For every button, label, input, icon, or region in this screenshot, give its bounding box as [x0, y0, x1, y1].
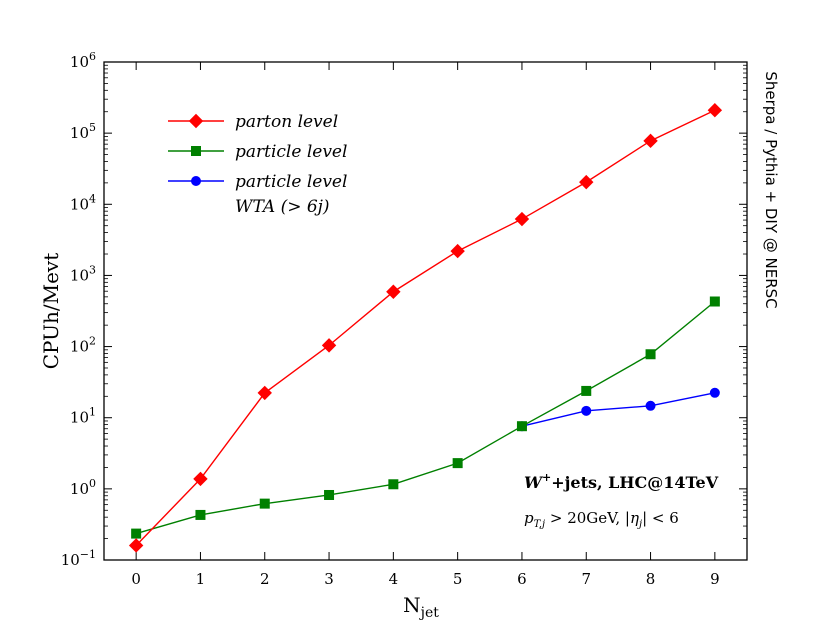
data-point-particle-level — [131, 528, 142, 539]
y-tick-label: 101 — [70, 406, 96, 427]
legend-entry-parton-level: parton level — [168, 112, 338, 132]
data-point-particle-level — [195, 509, 206, 520]
y-tick-label: 106 — [70, 50, 96, 71]
data-point-parton-level — [707, 103, 723, 118]
series-line-particle-level-wta — [521, 392, 715, 427]
x-axis-label-main: N — [403, 593, 421, 617]
x-tick-label: 7 — [581, 570, 591, 588]
axis-ticks: 0 1 2 3 4 5 6 7 8 9 10−1 100 101 102 103 104 105 106 — [61, 50, 747, 588]
data-point-particle-level — [452, 458, 463, 469]
data-point-particle-level — [581, 385, 592, 396]
cuts-sub1: T,j — [534, 519, 545, 530]
x-axis-label: Njet — [403, 593, 439, 621]
data-point-parton-level — [643, 133, 658, 149]
legend-marker — [191, 146, 201, 156]
legend-label: particle level — [235, 172, 347, 192]
y-tick-label: 102 — [70, 335, 96, 356]
cuts-mid: > 20GeV, | — [545, 509, 630, 527]
data-point-particle-level — [709, 296, 720, 307]
x-axis-label-sub: jet — [419, 605, 440, 621]
y-axis-label: CPUh/Mevt — [39, 253, 63, 370]
data-point-particle-level-wta — [709, 387, 720, 398]
x-tick-label: 6 — [517, 570, 527, 588]
y-tick-label: 10−1 — [61, 548, 96, 569]
series-parton-level — [128, 103, 723, 553]
legend-entry-particle-level-wta: particle level WTA (> 6j) — [168, 172, 347, 217]
x-tick-label: 1 — [196, 570, 206, 588]
x-tick-label: 5 — [453, 570, 463, 588]
annotation-title-w: W — [524, 473, 544, 492]
data-point-particle-level — [324, 489, 335, 500]
series-particle-level — [131, 296, 720, 539]
data-point-particle-level-wta — [645, 400, 656, 411]
legend-label-line2: WTA (> 6j) — [235, 197, 330, 217]
x-tick-label: 8 — [646, 570, 656, 588]
x-tick-label: 3 — [324, 570, 334, 588]
data-point-parton-level — [257, 385, 272, 401]
legend-marker — [191, 176, 201, 186]
legend-entry-particle-level: particle level — [168, 142, 347, 162]
series-line-particle-level — [135, 300, 716, 535]
data-point-parton-level — [321, 338, 337, 353]
annotation-cuts: pT,j > 20GeV, |ηj| < 6 — [524, 509, 679, 530]
plot-area — [103, 61, 748, 561]
legend-marker — [188, 113, 204, 129]
right-side-label: Sherpa / Pythia + DIY @ NERSC — [762, 71, 780, 308]
y-tick-label: 104 — [70, 192, 96, 213]
data-point-parton-level — [193, 471, 208, 487]
data-point-parton-level — [450, 243, 465, 259]
data-point-particle-level — [516, 421, 527, 432]
series-line-parton-level — [135, 109, 716, 546]
data-point-parton-level — [386, 284, 401, 299]
data-point-parton-level — [514, 211, 530, 227]
legend-label: parton level — [235, 112, 338, 132]
series-layer — [128, 103, 723, 553]
annotation-title-sup: + — [542, 471, 551, 484]
y-tick-label: 103 — [70, 263, 96, 284]
x-tick-label: 9 — [710, 570, 720, 588]
y-tick-label: 105 — [70, 121, 96, 142]
data-point-particle-level-wta — [581, 405, 592, 416]
legend-label: particle level — [235, 142, 347, 162]
data-point-particle-level — [388, 479, 399, 490]
data-point-particle-level — [645, 349, 656, 360]
cuts-end: | < 6 — [642, 509, 679, 527]
x-tick-label: 4 — [389, 570, 399, 588]
series-particle-level-wta — [516, 387, 720, 432]
x-tick-label: 0 — [131, 570, 141, 588]
cuts-eta: η — [630, 509, 639, 527]
data-point-parton-level — [579, 174, 594, 190]
y-tick-label: 100 — [70, 477, 96, 498]
data-point-particle-level — [259, 498, 270, 509]
data-point-parton-level — [128, 538, 144, 553]
x-tick-label: 2 — [260, 570, 270, 588]
annotation-title-rest: +jets, LHC@14TeV — [551, 473, 719, 492]
cuts-sub2: j — [637, 519, 642, 530]
annotation-title: W++jets, LHC@14TeV — [524, 471, 719, 492]
cuts-p: p — [524, 509, 534, 527]
